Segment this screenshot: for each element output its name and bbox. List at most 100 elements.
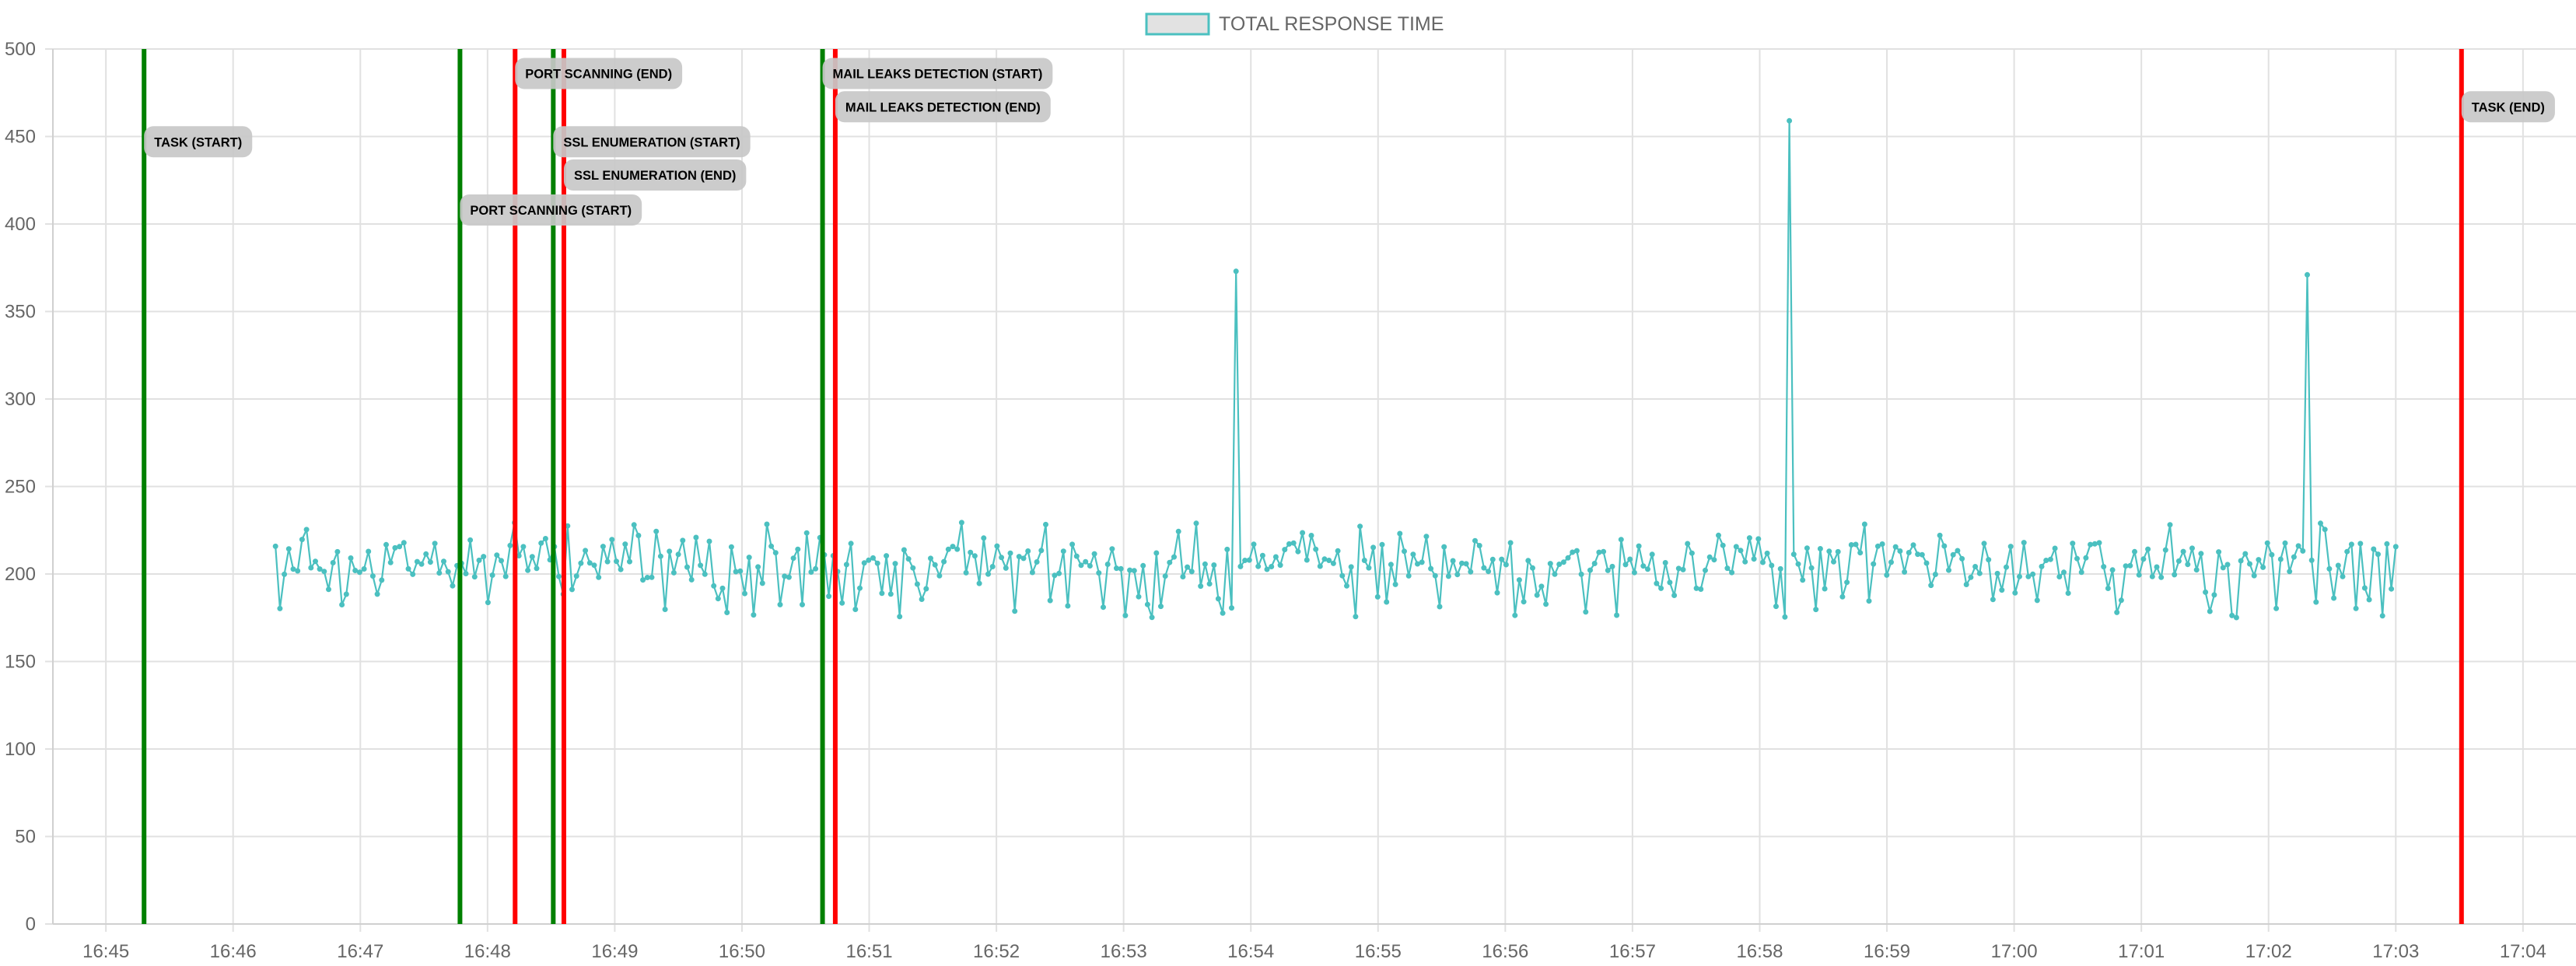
data-point — [1463, 561, 1469, 567]
data-point — [2012, 590, 2018, 596]
data-point — [2185, 562, 2191, 568]
data-point — [919, 597, 925, 602]
data-point — [1366, 565, 1372, 571]
data-point — [1428, 565, 1434, 572]
data-point — [2056, 574, 2063, 579]
data-point — [1976, 570, 1983, 576]
data-point — [631, 522, 637, 528]
data-point — [1892, 544, 1899, 550]
data-point — [2091, 541, 2098, 547]
data-point — [2052, 545, 2058, 551]
x-tick-label: 17:03 — [2372, 941, 2419, 962]
data-point — [1941, 543, 1948, 549]
data-point — [2291, 554, 2297, 560]
data-point — [2136, 572, 2142, 578]
data-point — [2175, 558, 2182, 564]
data-point — [1573, 548, 1580, 554]
data-point — [542, 536, 548, 541]
data-point — [693, 534, 699, 541]
data-point — [502, 573, 509, 579]
data-point — [573, 573, 579, 579]
data-point — [1848, 542, 1854, 548]
x-tick-label: 17:01 — [2118, 941, 2165, 962]
data-point — [2305, 271, 2310, 278]
data-point — [737, 568, 744, 574]
data-point — [618, 566, 624, 572]
data-point — [1193, 520, 1199, 527]
data-point — [2088, 541, 2094, 548]
data-point — [1078, 562, 1084, 569]
data-point — [759, 580, 765, 586]
data-point — [1857, 550, 1864, 556]
chart-legend[interactable]: TOTAL RESPONSE TIME — [1145, 12, 1444, 36]
data-point — [1494, 590, 1500, 596]
data-point — [1459, 560, 1465, 566]
data-point — [1972, 564, 1979, 569]
data-point — [569, 586, 575, 593]
legend-swatch[interactable] — [1145, 12, 1210, 36]
data-point — [657, 553, 663, 559]
data-point — [1804, 545, 1810, 551]
data-point — [1698, 586, 1704, 592]
data-point — [1720, 542, 1726, 548]
annotation-label: TASK (START) — [154, 135, 242, 149]
data-point — [892, 561, 898, 567]
data-point — [1286, 541, 1292, 547]
data-point — [1627, 556, 1633, 562]
data-point — [445, 569, 451, 575]
data-point — [1844, 579, 1850, 586]
data-point — [1295, 548, 1301, 555]
data-point — [609, 537, 615, 543]
x-tick-label: 16:47 — [337, 941, 383, 962]
data-point — [1685, 541, 1691, 547]
data-point — [1769, 562, 1775, 569]
data-point — [884, 553, 890, 559]
legend-label[interactable]: TOTAL RESPONSE TIME — [1219, 13, 1444, 35]
data-point — [1605, 567, 1611, 573]
data-point — [1937, 532, 1943, 538]
y-tick-label: 150 — [5, 652, 36, 673]
data-point — [932, 562, 938, 568]
y-tick-label: 300 — [5, 389, 36, 410]
data-point — [1043, 521, 1048, 527]
data-point — [1521, 599, 1527, 605]
data-point — [1308, 533, 1314, 538]
x-tick-label: 16:45 — [82, 941, 129, 962]
data-point — [450, 583, 456, 589]
data-point — [343, 591, 349, 597]
data-point — [1056, 570, 1062, 576]
data-point — [591, 562, 597, 569]
data-point — [2277, 556, 2284, 562]
data-point — [1392, 581, 1398, 587]
data-point — [1149, 614, 1155, 621]
data-point — [1733, 544, 1739, 550]
x-tick-label: 17:04 — [2500, 941, 2546, 962]
data-point — [2269, 551, 2275, 558]
data-point — [2070, 541, 2076, 547]
data-point — [494, 552, 500, 558]
data-point — [887, 591, 894, 597]
data-point — [1716, 532, 1721, 538]
data-point — [1547, 561, 1553, 567]
data-point — [2207, 608, 2213, 614]
data-point — [1609, 563, 1615, 569]
annotation-label-box — [144, 126, 253, 158]
data-point — [2021, 540, 2027, 546]
data-point — [586, 560, 593, 566]
data-point — [1706, 554, 1713, 560]
data-point — [2047, 556, 2053, 562]
data-point — [808, 569, 814, 575]
data-point — [1326, 558, 1332, 563]
data-point — [423, 551, 429, 557]
data-point — [1525, 558, 1531, 564]
data-point — [463, 571, 469, 576]
x-tick-label: 16:48 — [464, 941, 511, 962]
annotation-label: MAIL LEAKS DETECTION (START) — [833, 68, 1043, 82]
data-point — [1224, 546, 1230, 552]
data-point — [499, 558, 504, 564]
data-point — [1202, 561, 1208, 567]
x-tick-label: 17:02 — [2245, 941, 2292, 962]
annotation-label-box — [553, 126, 751, 158]
data-point — [1813, 607, 1819, 613]
data-point — [427, 559, 433, 565]
